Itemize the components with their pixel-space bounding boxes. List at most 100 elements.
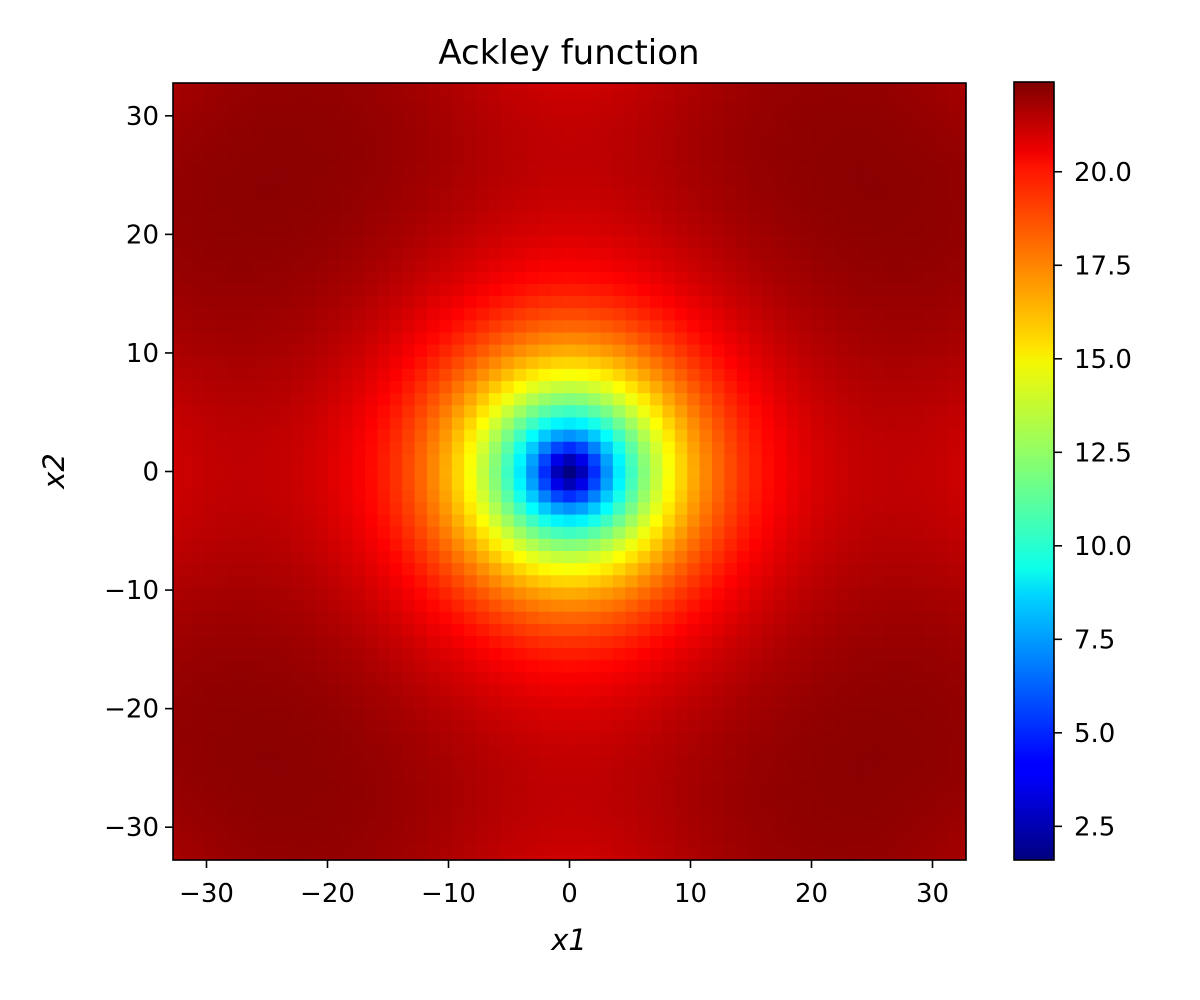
heatmap-cell — [823, 574, 837, 588]
heatmap-cell — [575, 489, 589, 503]
heatmap-cell — [835, 198, 849, 212]
heatmap-cell — [216, 562, 230, 576]
heatmap-cell — [191, 101, 205, 114]
heatmap-cell — [588, 465, 602, 479]
heatmap-cell — [538, 429, 552, 442]
heatmap-cell — [625, 234, 639, 248]
heatmap-cell — [203, 234, 217, 248]
heatmap-cell — [476, 853, 490, 861]
heatmap-cell — [216, 83, 230, 90]
heatmap-cell — [662, 671, 676, 685]
heatmap-cell — [365, 161, 379, 175]
heatmap-cell — [476, 441, 490, 454]
heatmap-cell — [823, 781, 837, 794]
heatmap-cell — [278, 829, 292, 843]
heatmap-cell — [885, 538, 899, 552]
heatmap-cell — [860, 586, 874, 600]
heatmap-cell — [352, 331, 366, 345]
heatmap-cell — [625, 477, 639, 491]
heatmap-cell — [315, 586, 329, 600]
heatmap-cell — [563, 429, 577, 442]
heatmap-cell — [823, 635, 837, 649]
heatmap-cell — [550, 659, 564, 673]
heatmap-cell — [439, 465, 453, 479]
heatmap-cell — [365, 125, 379, 139]
heatmap-cell — [414, 550, 428, 564]
heatmap-cell — [625, 574, 639, 588]
heatmap-cell — [526, 441, 540, 454]
heatmap-cell — [488, 477, 502, 491]
heatmap-cell — [526, 659, 540, 673]
heatmap-cell — [897, 841, 911, 855]
heatmap-cell — [761, 805, 775, 819]
heatmap-cell — [278, 344, 292, 357]
heatmap-cell — [575, 101, 589, 114]
heatmap-cell — [241, 659, 255, 673]
heatmap-cell — [179, 319, 193, 333]
heatmap-cell — [488, 416, 502, 430]
heatmap-cell — [786, 526, 800, 539]
heatmap-cell — [600, 647, 614, 661]
heatmap-cell — [811, 598, 825, 612]
heatmap-cell — [687, 708, 701, 721]
heatmap-cell — [278, 732, 292, 746]
heatmap-cell — [662, 598, 676, 612]
heatmap-cell — [959, 89, 967, 102]
heatmap-cell — [835, 271, 849, 284]
heatmap-cell — [811, 125, 825, 139]
heatmap-cell — [173, 574, 180, 588]
heatmap-cell — [674, 841, 688, 855]
heatmap-cell — [476, 125, 490, 139]
heatmap-cell — [674, 489, 688, 503]
heatmap-cell — [414, 113, 428, 127]
heatmap-cell — [897, 246, 911, 260]
heatmap-cell — [563, 598, 577, 612]
heatmap-cell — [414, 829, 428, 843]
heatmap-cell — [327, 392, 341, 406]
heatmap-cell — [848, 550, 862, 564]
colorbar-tick-label: 7.5 — [1074, 625, 1115, 655]
heatmap-cell — [501, 659, 515, 673]
heatmap-cell — [736, 550, 750, 564]
heatmap-cell — [699, 853, 713, 861]
heatmap-cell — [600, 222, 614, 236]
heatmap-cell — [575, 331, 589, 345]
heatmap-cell — [786, 368, 800, 382]
heatmap-cell — [947, 368, 961, 382]
heatmap-cell — [563, 83, 577, 90]
heatmap-cell — [315, 356, 329, 369]
heatmap-cell — [526, 635, 540, 649]
heatmap-cell — [488, 853, 502, 861]
heatmap-cell — [935, 161, 949, 175]
heatmap-cell — [935, 477, 949, 491]
heatmap-cell — [612, 853, 626, 861]
heatmap-cell — [674, 246, 688, 260]
heatmap-cell — [228, 137, 242, 151]
heatmap-cell — [439, 295, 453, 309]
heatmap-cell — [414, 198, 428, 212]
heatmap-cell — [352, 732, 366, 746]
heatmap-cell — [501, 489, 515, 503]
heatmap-cell — [674, 598, 688, 612]
heatmap-cell — [303, 623, 317, 636]
heatmap-cell — [315, 477, 329, 491]
heatmap-cell — [414, 246, 428, 260]
heatmap-cell — [786, 356, 800, 369]
heatmap-cell — [538, 210, 552, 224]
heatmap-cell — [650, 526, 664, 539]
heatmap-cell — [303, 513, 317, 527]
heatmap-cell — [352, 574, 366, 588]
heatmap-cell — [612, 635, 626, 649]
heatmap-cell — [377, 89, 391, 102]
heatmap-cell — [427, 829, 440, 843]
heatmap-cell — [711, 416, 725, 430]
heatmap-cell — [897, 392, 911, 406]
heatmap-cell — [910, 222, 924, 236]
heatmap-cell — [315, 307, 329, 321]
heatmap-cell — [959, 149, 967, 163]
heatmap-cell — [439, 125, 453, 139]
heatmap-cell — [216, 234, 230, 248]
heatmap-cell — [203, 416, 217, 430]
heatmap-cell — [749, 538, 763, 552]
heatmap-cell — [749, 489, 763, 503]
